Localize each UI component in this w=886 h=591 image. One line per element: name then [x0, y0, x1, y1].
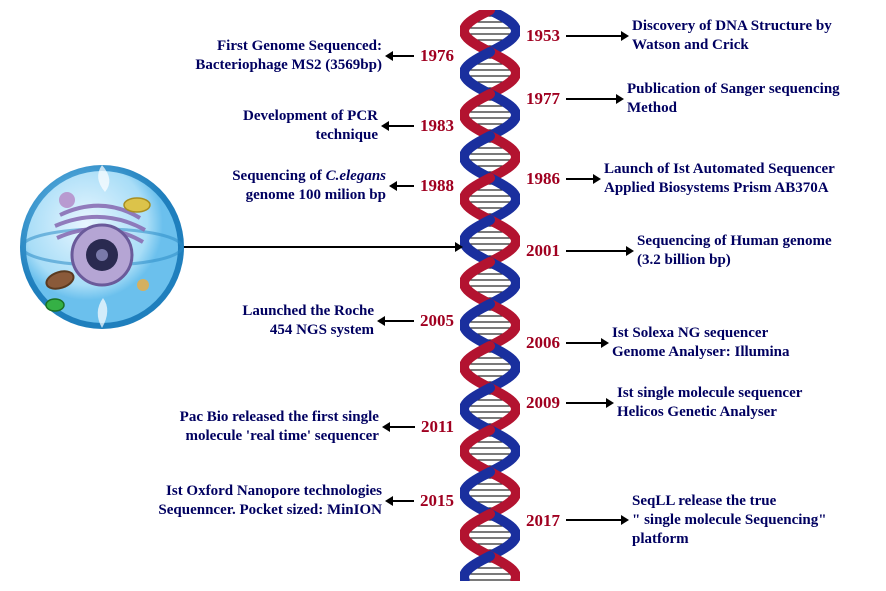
- event-text: Discovery of DNA Structure byWatson and …: [626, 17, 838, 55]
- event-arrow: [566, 250, 631, 252]
- event-text: Ist Solexa NG sequencerGenome Analyser: …: [606, 324, 796, 362]
- event-text: Development of PCRtechnique: [237, 107, 384, 145]
- event-arrow: [566, 342, 606, 344]
- timeline-event-2009: 2009 Ist single molecule sequencerHelicos…: [520, 384, 808, 422]
- event-arrow: [388, 500, 414, 502]
- timeline-event-2011: 2011 Pac Bio released the first singlemol…: [174, 408, 460, 446]
- event-year: 2011: [415, 416, 460, 437]
- event-arrow: [380, 320, 414, 322]
- timeline-event-1983: 1983 Development of PCRtechnique: [237, 107, 460, 145]
- event-year: 1986: [520, 168, 566, 189]
- event-year: 1953: [520, 25, 566, 46]
- event-text: Sequencing of C.elegansgenome 100 milion…: [226, 167, 392, 205]
- event-text: Ist single molecule sequencerHelicos Gen…: [611, 384, 808, 422]
- timeline-event-2017: 2017 SeqLL release the true" single molec…: [520, 492, 886, 548]
- event-arrow: [388, 55, 414, 57]
- event-text: SeqLL release the true" single molecule …: [626, 492, 886, 548]
- timeline-event-1986: 1986 Launch of Ist Automated SequencerApp…: [520, 160, 841, 198]
- event-arrow: [566, 519, 626, 521]
- event-year: 1988: [414, 175, 460, 196]
- timeline-event-2001: 2001 Sequencing of Human genome(3.2 billi…: [520, 232, 838, 270]
- event-arrow: [385, 426, 415, 428]
- event-text: First Genome Sequenced:Bacteriophage MS2…: [189, 37, 388, 75]
- event-year: 1983: [414, 115, 460, 136]
- event-text: Pac Bio released the first singlemolecul…: [174, 408, 385, 446]
- event-text: Launch of Ist Automated SequencerApplied…: [598, 160, 841, 198]
- event-text: Publication of Sanger sequencingMethod: [621, 80, 846, 118]
- event-arrow: [384, 125, 414, 127]
- event-arrow: [566, 402, 611, 404]
- cell-illustration: [15, 160, 190, 335]
- event-arrow: [392, 185, 414, 187]
- timeline-event-1988: 1988 Sequencing of C.elegansgenome 100 mi…: [226, 167, 460, 205]
- timeline-event-1953: 1953 Discovery of DNA Structure byWatson …: [520, 17, 838, 55]
- dna-helix: [460, 10, 520, 581]
- event-arrow: [566, 35, 626, 37]
- event-arrow: [566, 98, 621, 100]
- event-year: 2017: [520, 510, 566, 531]
- event-arrow: [566, 178, 598, 180]
- event-text: Sequencing of Human genome(3.2 billion b…: [631, 232, 838, 270]
- timeline-event-2005: 2005 Launched the Roche454 NGS system: [236, 302, 460, 340]
- event-year: 2006: [520, 332, 566, 353]
- timeline-event-1977: 1977 Publication of Sanger sequencingMeth…: [520, 80, 846, 118]
- timeline-event-1976: 1976 First Genome Sequenced:Bacteriophage…: [189, 37, 460, 75]
- event-year: 2001: [520, 240, 566, 261]
- event-year: 2009: [520, 392, 566, 413]
- event-year: 2005: [414, 310, 460, 331]
- event-text: Launched the Roche454 NGS system: [236, 302, 380, 340]
- timeline-event-2015: 2015 Ist Oxford Nanopore technologiesSequ…: [152, 482, 460, 520]
- event-year: 1976: [414, 45, 460, 66]
- event-year: 2015: [414, 490, 460, 511]
- event-text: Ist Oxford Nanopore technologiesSequennc…: [152, 482, 388, 520]
- timeline-event-2006: 2006 Ist Solexa NG sequencerGenome Analys…: [520, 324, 796, 362]
- event-year: 1977: [520, 88, 566, 109]
